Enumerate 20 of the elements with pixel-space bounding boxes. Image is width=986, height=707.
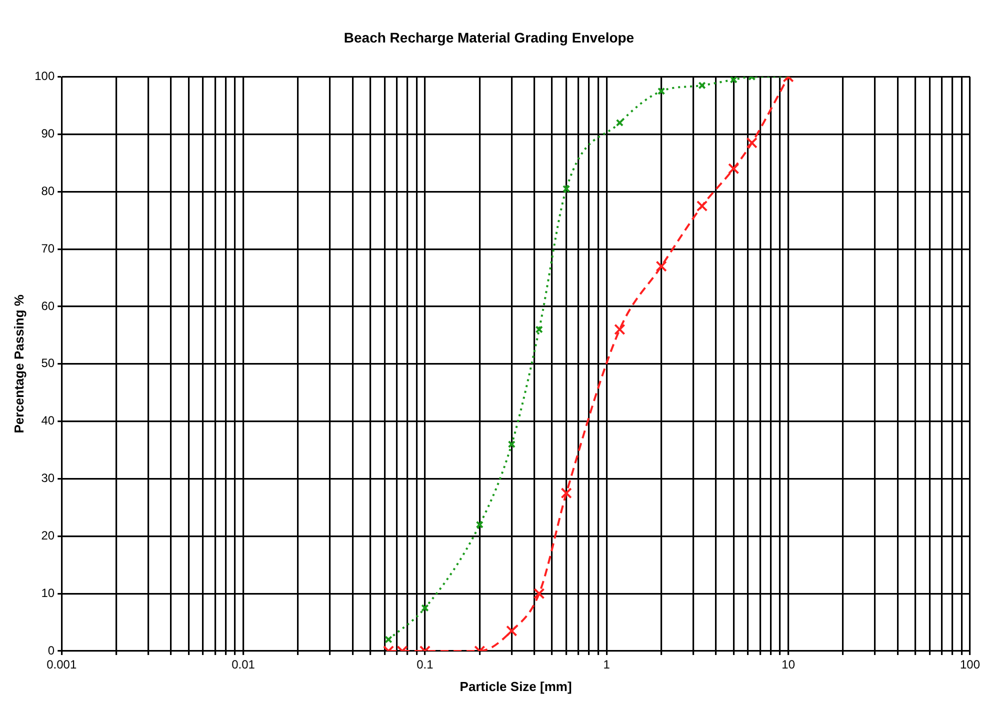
chart-title: Beach Recharge Material Grading Envelope — [344, 29, 634, 46]
y-axis-title: Percentage Passing % — [11, 294, 26, 434]
y-tick-label: 20 — [41, 528, 55, 542]
x-tick-label: 100 — [960, 658, 980, 672]
y-tick-label: 70 — [41, 241, 55, 256]
x-tick-label: 0.001 — [46, 658, 77, 672]
x-tick-label: 10 — [782, 658, 796, 672]
x-axis-title: Particle Size [mm] — [460, 678, 572, 694]
y-tick-label: 10 — [41, 586, 55, 600]
x-tick-label: 0.1 — [416, 658, 434, 672]
y-tick-label: 100 — [34, 69, 55, 84]
y-tick-label: 90 — [41, 126, 55, 141]
y-tick-label: 0 — [48, 643, 55, 658]
y-tick-label: 40 — [41, 414, 55, 428]
y-tick-label: 80 — [41, 184, 55, 198]
y-tick-label: 30 — [41, 471, 55, 486]
x-tick-label: 0.01 — [232, 658, 256, 672]
x-tick-label: 1 — [603, 658, 610, 672]
y-tick-label: 60 — [41, 298, 55, 313]
y-tick-label: 50 — [41, 356, 55, 370]
